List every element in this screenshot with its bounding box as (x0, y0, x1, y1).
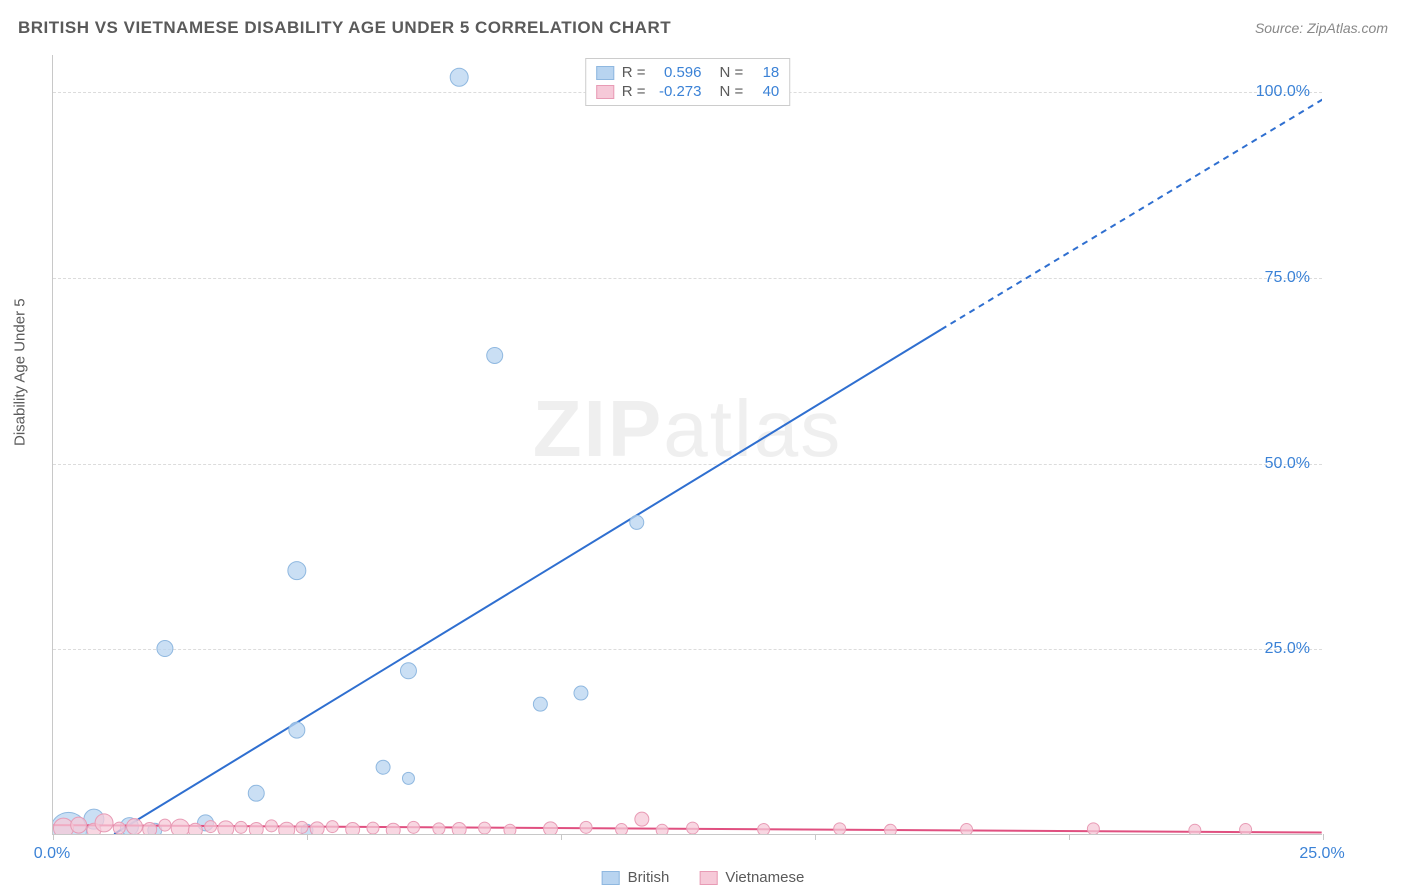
n-value: 18 (751, 64, 779, 81)
y-axis-label: Disability Age Under 5 (12, 298, 29, 446)
legend-label: Vietnamese (725, 869, 804, 886)
legend-swatch (596, 66, 614, 80)
chart-svg (53, 55, 1322, 834)
legend-label: British (628, 869, 670, 886)
n-label: N = (720, 64, 744, 81)
chart-title: BRITISH VS VIETNAMESE DISABILITY AGE UND… (18, 18, 671, 38)
legend-swatch (602, 871, 620, 885)
r-value: -0.273 (654, 83, 702, 100)
legend-row: R = -0.273 N = 40 (596, 82, 780, 101)
n-value: 40 (751, 83, 779, 100)
chart-header: BRITISH VS VIETNAMESE DISABILITY AGE UND… (18, 18, 1388, 38)
n-label: N = (720, 83, 744, 100)
x-tick (307, 834, 308, 840)
chart-plot-area: ZIPatlas R =0.596N =18R =-0.273N =40 25.… (52, 55, 1322, 835)
legend-swatch (596, 85, 614, 99)
series-legend: British Vietnamese (602, 869, 805, 886)
r-label: R = (622, 64, 646, 81)
x-tick (53, 834, 54, 840)
r-label: R = (622, 83, 646, 100)
x-tick (815, 834, 816, 840)
x-tick (1323, 834, 1324, 840)
source-label: Source: ZipAtlas.com (1255, 20, 1388, 36)
x-tick (1069, 834, 1070, 840)
legend-item: British (602, 869, 670, 886)
legend-item: Vietnamese (699, 869, 804, 886)
r-value: 0.596 (654, 64, 702, 81)
legend-swatch (699, 871, 717, 885)
x-tick (561, 834, 562, 840)
correlation-legend: R = 0.596 N = 18 R = -0.273 N = 40 (585, 58, 791, 106)
legend-row: R = 0.596 N = 18 (596, 63, 780, 82)
x-tick-label: 25.0% (1299, 845, 1344, 863)
x-tick-label: 0.0% (34, 845, 70, 863)
